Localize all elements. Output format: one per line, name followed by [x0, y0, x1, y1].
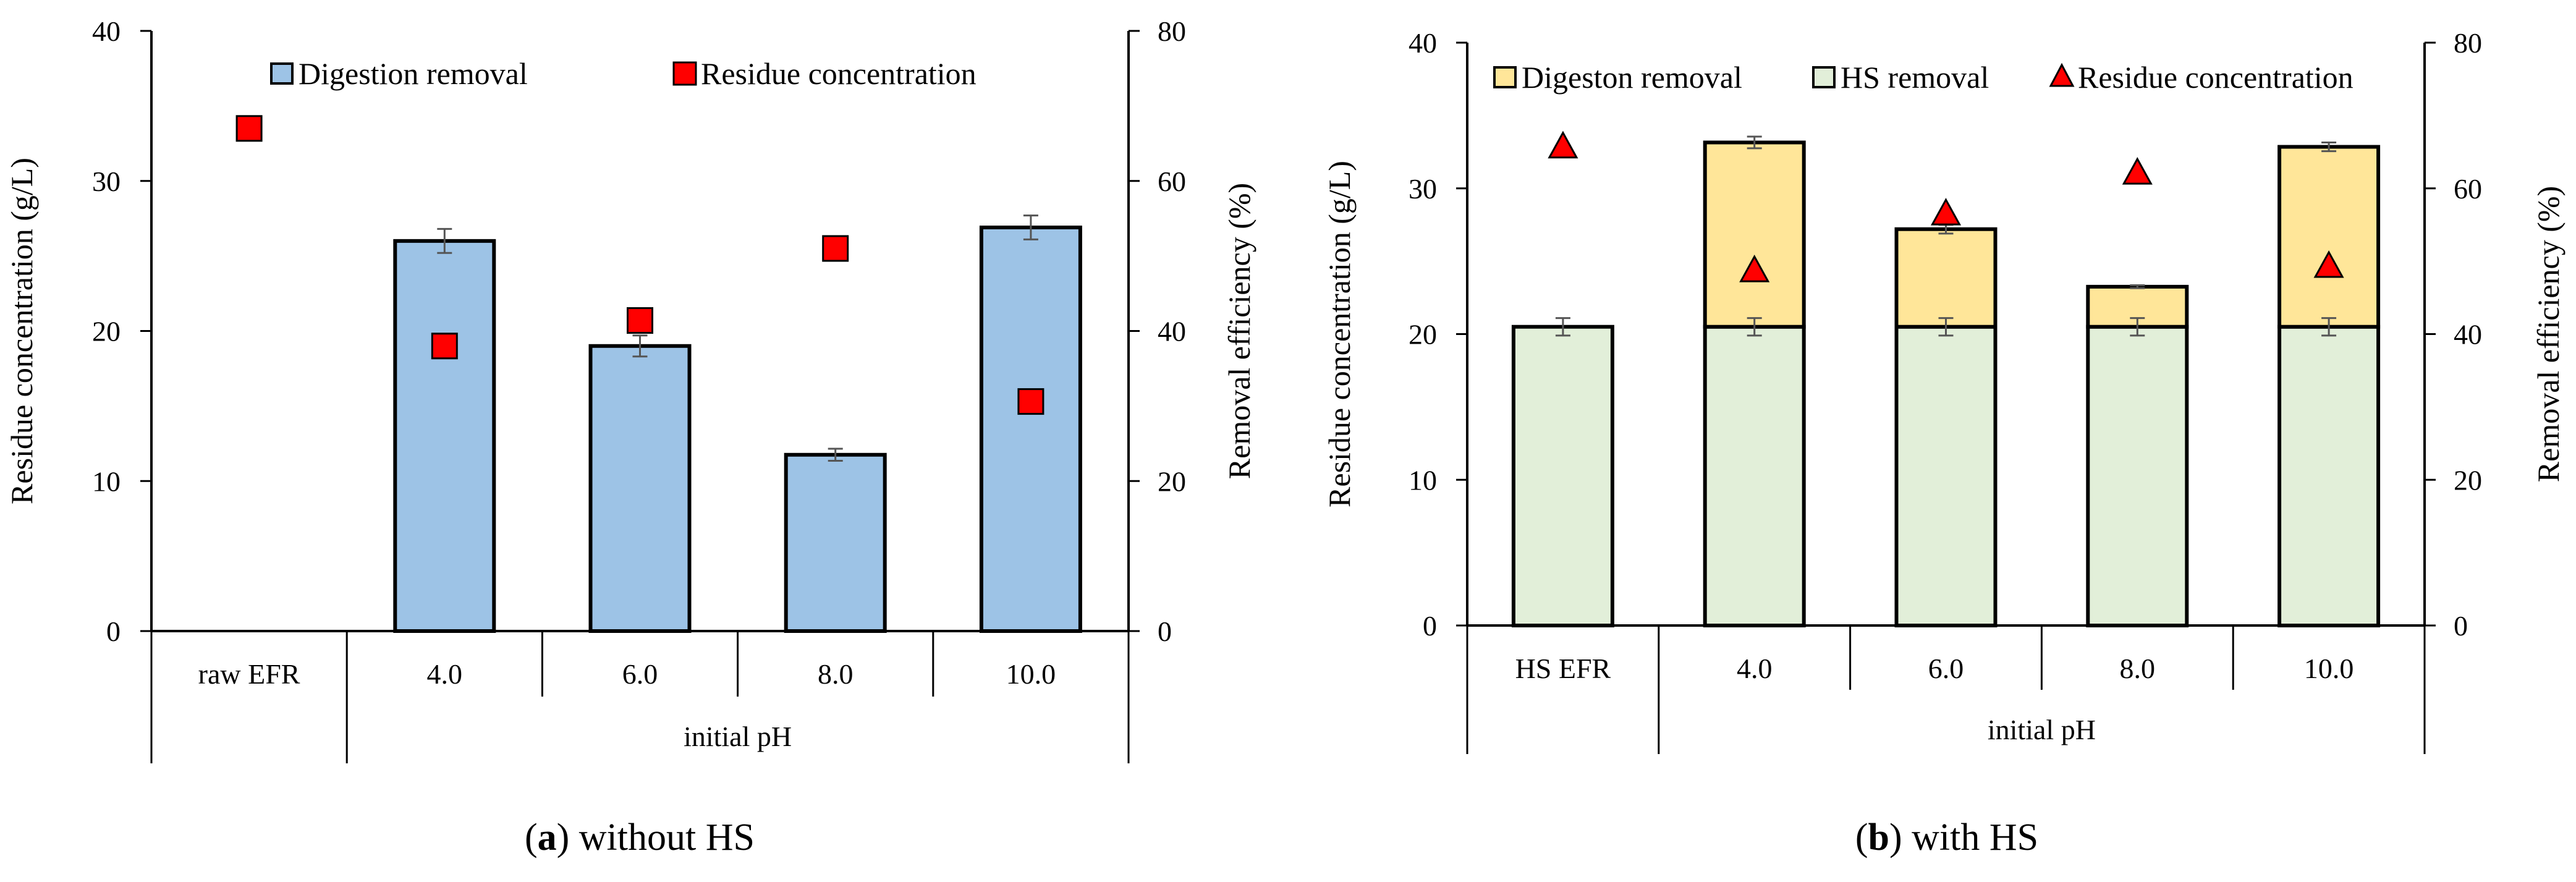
- legend-label: Digeston removal: [1522, 60, 1742, 95]
- category-label: 8.0: [818, 658, 854, 690]
- left-tick-label: 40: [92, 15, 121, 47]
- category-group-label: initial pH: [1988, 714, 2096, 745]
- right-axis-title: Removal efficiency (%): [2531, 186, 2565, 482]
- marker-residue-concentration: [1017, 388, 1044, 415]
- bar-digeston-removal: [1894, 227, 1998, 329]
- left-tick-label: 20: [1409, 319, 1437, 350]
- marker-residue-concentration: [1739, 255, 1770, 282]
- category-label: 4.0: [427, 658, 463, 690]
- chart-panel-a: 0 10 20 30 40 0 20 40 60 80 Residue concentration …: [4, 15, 1256, 859]
- right-tick-label: 40: [1158, 316, 1186, 347]
- caption-text: ) with HS: [1889, 816, 2038, 859]
- left-axis-title: Residue concentration (g/L): [1322, 161, 1357, 507]
- legend-label: Digestion removal: [299, 56, 528, 91]
- marker-residue-concentration: [2313, 250, 2344, 278]
- category-label: 8.0: [2120, 653, 2156, 684]
- right-tick-label: 40: [2454, 319, 2482, 350]
- bar-digestion-removal: [393, 239, 496, 634]
- left-tick-label: 10: [1409, 464, 1437, 496]
- left-tick-label: 30: [92, 166, 121, 197]
- left-tick-label: 40: [1409, 27, 1437, 59]
- left-tick-label: 30: [1409, 173, 1437, 205]
- right-tick-label: 60: [2454, 173, 2482, 205]
- bar-digestion-removal: [784, 452, 887, 633]
- right-tick-label: 0: [1158, 616, 1172, 647]
- left-tick-label: 20: [92, 316, 121, 347]
- bar-hs-removal: [2277, 324, 2381, 628]
- legend-swatch: [1812, 66, 1836, 88]
- bar-digestion-removal: [979, 226, 1082, 633]
- bar-hs-removal: [1703, 324, 1806, 628]
- right-tick-label: 20: [1158, 465, 1186, 497]
- legend-label: HS removal: [1841, 60, 1989, 95]
- marker-residue-concentration: [1930, 198, 1962, 226]
- marker-residue-concentration: [822, 235, 849, 262]
- category-label: raw EFR: [198, 658, 300, 690]
- bar-hs-removal: [1511, 324, 1614, 628]
- right-axis-title: Removal efficiency (%): [1222, 183, 1256, 479]
- bar-digeston-removal: [1703, 140, 1806, 329]
- caption-paren: (: [1855, 816, 1868, 859]
- marker-residue-concentration: [627, 307, 653, 334]
- right-tick-label: 20: [2454, 464, 2482, 496]
- caption-letter: a: [538, 816, 557, 859]
- bar-digeston-removal: [2277, 145, 2381, 329]
- marker-residue-concentration: [235, 115, 263, 142]
- bar-hs-removal: [2086, 324, 2189, 628]
- legend-swatch-residue-concentration: [2049, 62, 2075, 87]
- category-label: 10.0: [1006, 658, 1056, 690]
- left-tick-label: 0: [1423, 610, 1437, 642]
- right-tick-label: 0: [2454, 610, 2468, 642]
- left-tick-label: 10: [92, 465, 121, 497]
- marker-residue-concentration: [431, 333, 458, 360]
- chart-panel-b: 0 10 20 30 40 0 20 40 60 80 Residue concentration …: [1322, 27, 2565, 859]
- bar-digestion-removal: [588, 344, 692, 634]
- category-label: 4.0: [1737, 653, 1773, 684]
- bar-hs-removal: [1894, 324, 1998, 628]
- right-tick-label: 60: [1158, 166, 1186, 197]
- category-group-label: initial pH: [684, 721, 792, 752]
- figure-caption: (a) without HS: [525, 816, 755, 859]
- legend-label: Residue concentration: [2078, 60, 2354, 95]
- left-tick-label: 0: [106, 616, 121, 647]
- marker-residue-concentration: [2122, 157, 2153, 185]
- right-tick-label: 80: [2454, 27, 2482, 59]
- legend-swatch: [1493, 66, 1517, 88]
- caption-letter: b: [1868, 816, 1889, 859]
- category-label: 10.0: [2304, 653, 2354, 684]
- caption-paren: (: [525, 816, 538, 859]
- marker-residue-concentration: [1548, 130, 1578, 159]
- category-label: 6.0: [622, 658, 658, 690]
- left-axis-title: Residue concentration (g/L): [4, 158, 39, 504]
- category-label: HS EFR: [1515, 653, 1611, 684]
- legend-swatch-residue-concentration: [672, 61, 697, 86]
- caption-text: ) without HS: [557, 816, 755, 859]
- right-tick-label: 80: [1158, 15, 1186, 47]
- category-label: 6.0: [1928, 653, 1964, 684]
- legend-label: Residue concentration: [701, 56, 977, 91]
- figure-caption: (b) with HS: [1855, 816, 2038, 859]
- legend-swatch: [270, 62, 294, 85]
